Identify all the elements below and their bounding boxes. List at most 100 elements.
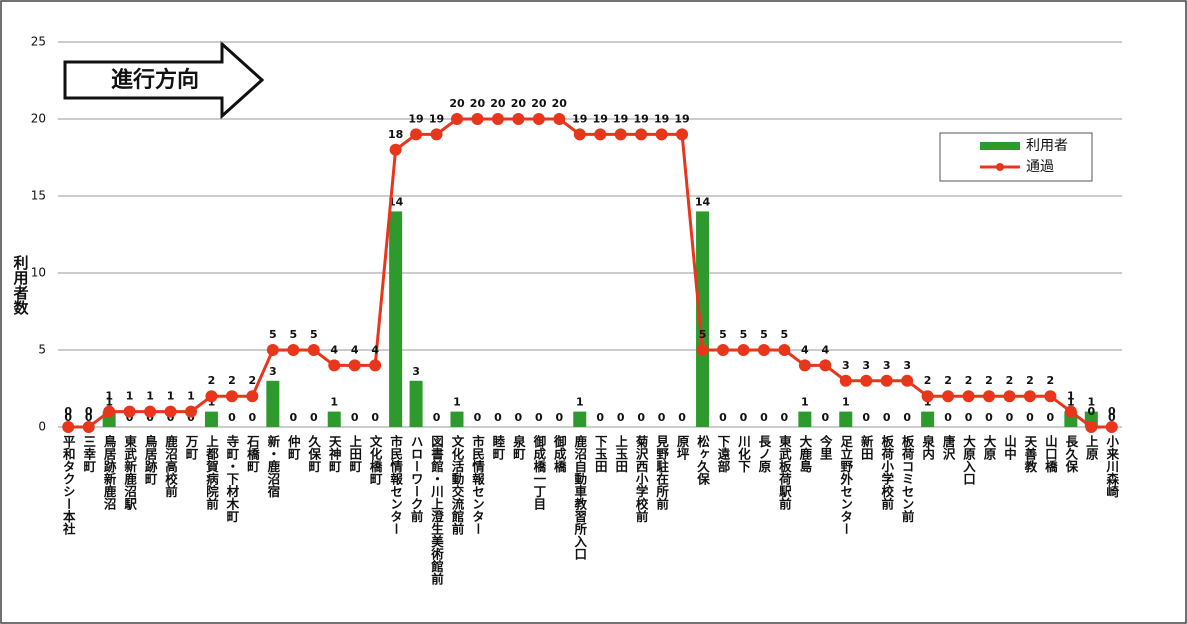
x-tick-label: 小来川森崎	[1104, 434, 1119, 498]
line-value-label: 19	[654, 112, 669, 125]
line-point	[757, 344, 770, 356]
line-value-label: 4	[351, 343, 359, 356]
bar-value-label: 0	[474, 411, 482, 424]
bar-value-label: 0	[1047, 411, 1055, 424]
x-tick-label: 足立野外センター	[838, 435, 853, 535]
x-tick-label: 下遠部	[716, 435, 731, 473]
line-point	[737, 344, 750, 356]
x-tick-label: 原坪	[675, 435, 690, 461]
y-tick-label: 15	[31, 189, 46, 203]
line-value-label: 19	[593, 112, 608, 125]
line-point	[614, 128, 627, 141]
line-point	[451, 113, 463, 125]
line-value-label: 20	[531, 97, 547, 110]
bar-value-label: 0	[637, 411, 645, 424]
x-tick-label: 松ヶ久保	[695, 434, 710, 486]
line-point	[860, 374, 873, 387]
bar	[839, 411, 853, 427]
line-point	[635, 128, 648, 141]
x-tick-label: 大原	[982, 434, 997, 461]
bar-value-label: 0	[965, 411, 973, 424]
line-point	[491, 113, 504, 125]
bar-value-label: 1	[576, 396, 584, 409]
line-value-label: 0	[85, 405, 93, 418]
line-point	[696, 344, 709, 356]
x-tick-label: 上都賀病院前	[204, 434, 219, 511]
bar-value-label: 1	[801, 396, 809, 409]
line-value-label: 20	[449, 97, 465, 110]
x-tick-label: 下玉田	[593, 435, 608, 473]
x-tick-label: 万町	[184, 435, 199, 461]
x-tick-label: 御成橋	[552, 434, 567, 473]
line-point	[983, 390, 995, 403]
bar-value-label: 0	[228, 411, 236, 424]
line-value-label: 4	[821, 343, 829, 356]
line-point	[901, 374, 914, 387]
line	[68, 117, 1112, 429]
line-point	[839, 374, 852, 387]
line-value-label: 19	[633, 112, 648, 125]
bar-value-label: 1	[1067, 396, 1075, 409]
x-tick-label: ハローワーク前	[409, 435, 424, 523]
line-value-label: 5	[699, 328, 707, 341]
line-value-label: 0	[1108, 405, 1116, 418]
line-point	[553, 113, 566, 125]
line-point	[1085, 421, 1098, 433]
line-value-label: 1	[187, 390, 195, 403]
line-point	[880, 374, 893, 387]
line-point	[410, 128, 423, 141]
line-point	[144, 405, 157, 418]
x-tick-label: 大原入口	[961, 434, 976, 486]
x-tick-label: 唐沢	[941, 434, 956, 461]
line-point	[573, 128, 586, 141]
line-value-label: 2	[924, 374, 932, 387]
line-point	[62, 421, 75, 433]
line-value-label: 2	[249, 374, 257, 387]
line-point	[307, 344, 320, 356]
line-value-label: 5	[781, 328, 789, 341]
line-value-label: 4	[801, 343, 809, 356]
line-point	[164, 405, 177, 418]
line-point	[819, 359, 832, 372]
x-tick-label: 文化活動交流館前	[450, 434, 465, 536]
bar	[696, 211, 710, 427]
y-tick-label: 20	[31, 112, 46, 126]
x-tick-label: 石橋町	[245, 435, 260, 473]
bar-value-label: 0	[903, 411, 911, 424]
bar-value-label: 0	[985, 411, 993, 424]
legend-swatch-point	[996, 163, 1004, 171]
x-tick-label: 寺町・下材木町	[224, 434, 239, 523]
line-point	[205, 390, 218, 403]
y-tick-label: 25	[31, 35, 46, 49]
bar	[266, 380, 280, 427]
line-point	[123, 405, 136, 418]
line-value-label: 20	[552, 97, 568, 110]
line-value-label: 19	[572, 112, 587, 125]
x-tick-label: 板荷小学校前	[879, 434, 894, 511]
bar-value-label: 0	[781, 411, 789, 424]
line-point	[369, 359, 382, 372]
x-tick-label: 上玉田	[613, 434, 628, 473]
line-value-label: 0	[1087, 405, 1095, 418]
y-tick-label: 0	[38, 420, 46, 434]
line-value-label: 2	[1026, 374, 1034, 387]
line-value-label: 19	[613, 112, 628, 125]
x-tick-label: 御成橋一丁目	[531, 434, 546, 511]
line-point	[430, 128, 443, 141]
line-value-label: 5	[740, 328, 748, 341]
bar-value-label: 0	[944, 411, 952, 424]
x-tick-label: 長ノ原	[756, 434, 771, 473]
line-value-label: 5	[719, 328, 727, 341]
x-tick-label: 鳥居跡町	[143, 434, 158, 486]
line-point	[287, 344, 300, 356]
x-tick-label: 川化下	[736, 435, 751, 473]
x-tick-label: 板荷コミセン前	[900, 434, 915, 523]
legend-label: 利用者	[1026, 138, 1068, 154]
bar	[573, 411, 587, 427]
x-tick-label: 市民情報センター	[388, 434, 403, 535]
line-point	[225, 390, 238, 403]
line-point	[962, 390, 975, 403]
line-value-label: 3	[862, 359, 870, 372]
